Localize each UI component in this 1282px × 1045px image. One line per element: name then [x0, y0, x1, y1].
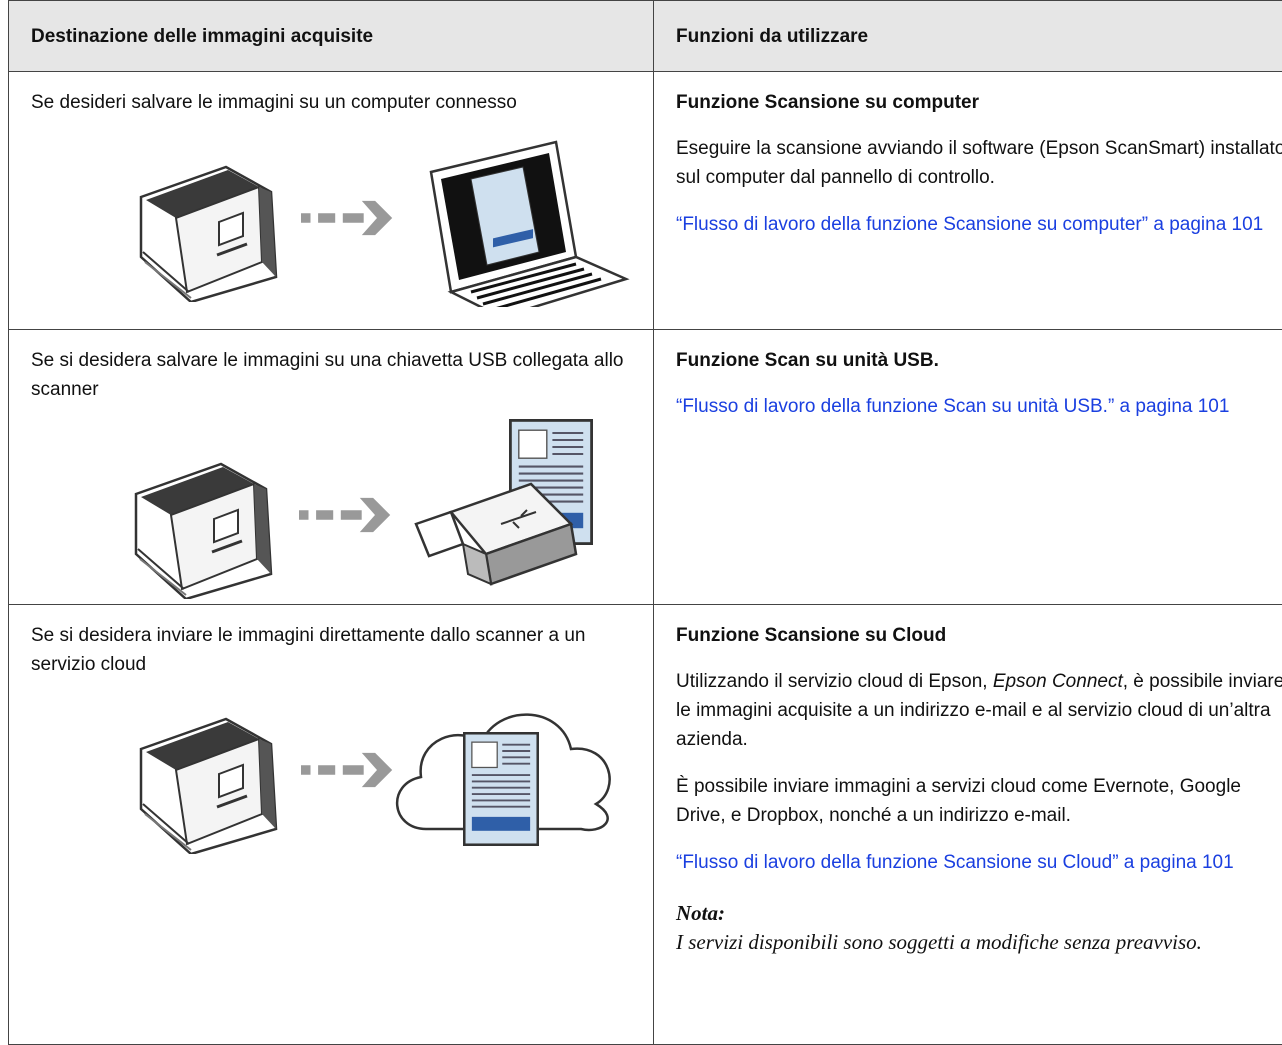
link[interactable]: “Flusso di lavoro della funzione Scansio…: [676, 214, 1263, 235]
paragraph: È possibile inviare immagini a servizi c…: [676, 772, 1282, 830]
destination-cell: Se si desidera salvare le immagini su un…: [9, 330, 654, 605]
function-cell: Funzione Scansione su computer Eseguire …: [654, 72, 1282, 330]
link[interactable]: “Flusso di lavoro della funzione Scansio…: [676, 852, 1234, 873]
illustration-computer: [31, 117, 631, 307]
function-cell: Funzione Scan su unità USB. “Flusso di l…: [654, 330, 1282, 605]
function-cell: Funzione Scansione su Cloud Utilizzando …: [654, 605, 1282, 1045]
paragraph: Eseguire la scansione avviando il softwa…: [676, 134, 1282, 192]
product-name: Epson Connect: [993, 671, 1123, 692]
destination-cell: Se desideri salvare le immagini su un co…: [9, 72, 654, 330]
function-title: Funzione Scan su unità USB.: [676, 346, 1282, 375]
row: Se desideri salvare le immagini su un co…: [9, 72, 1282, 330]
illustration-usb: [31, 404, 631, 604]
text: Eseguire la scansione avviando il softwa…: [676, 138, 1282, 188]
row: Se si desidera inviare le immagini diret…: [9, 605, 1282, 1045]
note-title: Nota:: [676, 899, 1282, 928]
destination: Se si desidera inviare le immagini diret…: [31, 621, 631, 679]
link[interactable]: “Flusso di lavoro della funzione Scan su…: [676, 396, 1229, 417]
note-text: I servizi disponibili sono soggetti a mo…: [676, 928, 1282, 957]
destination: Se si desidera salvare le immagini su un…: [31, 346, 631, 404]
function-title: Funzione Scansione su Cloud: [676, 621, 1282, 650]
functions-table: Destinazione delle immagini acquisite Fu…: [8, 0, 1282, 1045]
paragraph: Utilizzando il servizio cloud di Epson, …: [676, 667, 1282, 754]
text: È possibile inviare immagini a servizi c…: [676, 776, 1241, 826]
destination: Se desideri salvare le immagini su un co…: [31, 88, 631, 117]
row: Se si desidera salvare le immagini su un…: [9, 330, 1282, 605]
header-cell: Funzioni da utilizzare: [654, 1, 1282, 72]
page: Destinazione delle immagini acquisite Fu…: [0, 0, 1282, 1022]
header-row: Destinazione delle immagini acquisite Fu…: [9, 1, 1282, 72]
text: Utilizzando il servizio cloud di Epson,: [676, 671, 993, 692]
function-title: Funzione Scansione su computer: [676, 88, 1282, 117]
illustration-cloud: [31, 679, 631, 869]
header-cell: Destinazione delle immagini acquisite: [9, 1, 654, 72]
destination-cell: Se si desidera inviare le immagini diret…: [9, 605, 654, 1045]
